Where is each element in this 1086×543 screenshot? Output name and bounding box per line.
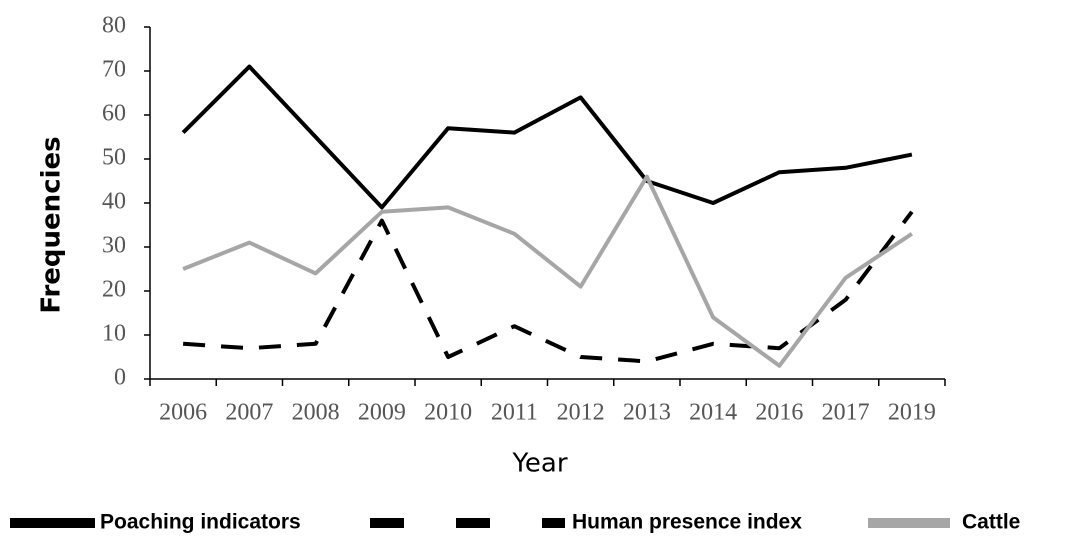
y-tick-label: 30 bbox=[102, 233, 126, 259]
legend-label: Human presence index bbox=[572, 511, 802, 534]
series-line bbox=[182, 210, 914, 364]
y-tick-label: 0 bbox=[114, 365, 126, 391]
y-tick-label: 20 bbox=[102, 277, 126, 303]
y-tick-label: 70 bbox=[102, 57, 126, 83]
y-tick-label: 80 bbox=[102, 13, 126, 39]
y-axis-title: Frequencies bbox=[37, 136, 67, 313]
x-tick-label: 2009 bbox=[358, 400, 406, 426]
x-tick-label: 2019 bbox=[888, 400, 936, 426]
series-line bbox=[182, 174, 913, 368]
x-tick-label: 2008 bbox=[292, 400, 340, 426]
legend-label: Cattle bbox=[962, 511, 1020, 534]
x-tick-label: 2007 bbox=[225, 400, 273, 426]
series-line bbox=[181, 64, 913, 210]
x-tick-label: 2014 bbox=[689, 400, 737, 426]
legend-label: Poaching indicators bbox=[100, 511, 301, 534]
x-tick-label: 2013 bbox=[623, 400, 671, 426]
x-tick-label: 2016 bbox=[755, 400, 803, 426]
x-tick-label: 2006 bbox=[159, 400, 207, 426]
x-tick-label: 2012 bbox=[557, 400, 605, 426]
x-axis-title: Year bbox=[511, 449, 567, 479]
x-tick-label: 2017 bbox=[822, 400, 870, 426]
y-tick-label: 10 bbox=[102, 321, 126, 347]
x-tick-label: 2010 bbox=[424, 400, 472, 426]
y-tick-label: 60 bbox=[102, 101, 126, 127]
y-tick-label: 40 bbox=[102, 189, 126, 215]
x-tick-label: 2011 bbox=[491, 400, 538, 426]
y-tick-label: 50 bbox=[102, 145, 126, 171]
